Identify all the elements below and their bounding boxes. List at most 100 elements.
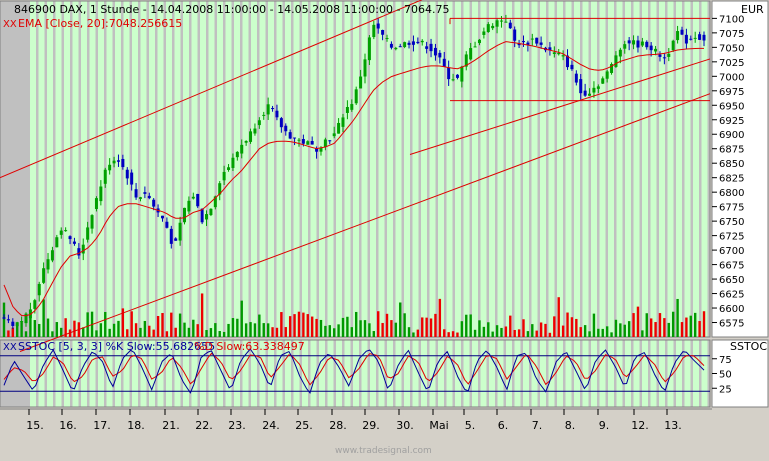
candle-body xyxy=(6,319,10,321)
volume-bar xyxy=(394,322,398,337)
chart-title: 846900 DAX, 1 Stunde - 14.04.2008 11:00:… xyxy=(14,3,449,16)
volume-bar xyxy=(148,325,151,337)
session-band xyxy=(642,1,648,337)
candle-body xyxy=(253,128,257,134)
candle-body xyxy=(376,23,380,29)
session-band xyxy=(183,1,189,337)
volume-bar xyxy=(473,329,477,337)
candle-body xyxy=(77,248,81,256)
session-band xyxy=(319,1,325,337)
volume-bar xyxy=(447,332,450,337)
session-band xyxy=(599,1,606,337)
volume-bar xyxy=(306,314,309,337)
session-band xyxy=(293,340,300,407)
price-tick-label: 6800 xyxy=(719,188,744,199)
session-band xyxy=(463,340,470,407)
currency-label: EUR xyxy=(741,3,764,16)
candle-body xyxy=(574,73,578,83)
volume-bar xyxy=(86,312,89,337)
time-tick-label: 5. xyxy=(465,419,476,432)
candle-body xyxy=(152,199,156,207)
session-band xyxy=(574,1,580,337)
price-tick-label: 6825 xyxy=(719,174,744,185)
candle-body xyxy=(596,86,600,89)
candle-body xyxy=(222,171,226,181)
candle-body xyxy=(658,54,662,57)
volume-bar xyxy=(156,315,160,337)
session-band xyxy=(540,340,546,407)
volume-bar xyxy=(685,317,688,337)
session-band xyxy=(98,1,104,337)
upper-trend-channel xyxy=(0,0,423,179)
candle-body xyxy=(125,169,129,179)
candle-body xyxy=(301,139,305,144)
volume-bar xyxy=(302,312,305,337)
candle-body xyxy=(235,151,239,158)
candle-body xyxy=(363,59,367,77)
candle-body xyxy=(618,49,622,57)
time-tick-label: 25. xyxy=(295,419,313,432)
session-band xyxy=(242,340,249,407)
session-band xyxy=(701,340,708,407)
price-tick-label: 6950 xyxy=(719,101,744,112)
session-band xyxy=(608,340,614,407)
volume-bar xyxy=(421,317,424,337)
candle-body xyxy=(473,46,477,48)
candle-body xyxy=(491,25,495,29)
candle-body xyxy=(284,125,288,132)
session-band xyxy=(285,340,291,407)
volume-bar xyxy=(218,331,221,337)
price-tick-label: 6600 xyxy=(719,304,744,315)
session-band xyxy=(217,340,223,407)
volume-bar xyxy=(11,327,15,337)
candle-body xyxy=(645,41,649,48)
session-band xyxy=(693,1,699,337)
volume-bar xyxy=(55,322,59,337)
session-band xyxy=(106,340,113,407)
candle-body xyxy=(407,42,411,45)
volume-bar xyxy=(526,331,530,337)
candle-body xyxy=(2,317,6,319)
candle-body xyxy=(636,40,640,48)
volume-bar xyxy=(280,312,283,337)
volume-bar xyxy=(517,329,521,337)
volume-bar xyxy=(583,325,587,337)
time-axis: 15. 16. 17. 18. 21. 22. 23. 24. 25. 28. 29. 30. Mai 5… xyxy=(0,408,712,432)
ema-label-marker: XX xyxy=(3,19,17,30)
volume-bar xyxy=(619,323,622,337)
session-band xyxy=(387,1,393,337)
candle-body xyxy=(345,106,349,113)
candle-body xyxy=(143,192,147,194)
volume-bar xyxy=(478,320,481,337)
candle-body xyxy=(627,40,631,44)
session-band xyxy=(132,340,138,407)
session-band xyxy=(200,340,206,407)
volume-bar xyxy=(319,319,323,337)
candle-body xyxy=(535,37,539,44)
price-tick-label: 7075 xyxy=(719,29,744,40)
session-band xyxy=(489,1,495,337)
candle-body xyxy=(275,110,279,118)
session-band xyxy=(582,340,589,407)
volume-bar xyxy=(495,325,499,337)
session-band xyxy=(514,340,521,407)
volume-bar xyxy=(641,330,644,337)
session-band xyxy=(302,1,308,337)
candle-body xyxy=(90,215,94,229)
volume-bar xyxy=(645,313,648,337)
volume-bar xyxy=(152,329,155,337)
candle-body xyxy=(530,38,534,40)
volume-bar xyxy=(535,330,538,337)
candle-body xyxy=(266,104,270,115)
session-band xyxy=(353,340,359,407)
candle-body xyxy=(209,208,213,216)
price-tick-label: 7000 xyxy=(719,72,744,83)
volume-bar xyxy=(236,318,239,337)
session-band xyxy=(667,1,674,337)
session-band xyxy=(599,340,606,407)
volume-bar xyxy=(509,315,512,337)
time-tick-label: 29. xyxy=(362,419,380,432)
volume-bar xyxy=(522,319,525,337)
candle-body xyxy=(614,55,618,67)
session-band xyxy=(259,1,266,337)
